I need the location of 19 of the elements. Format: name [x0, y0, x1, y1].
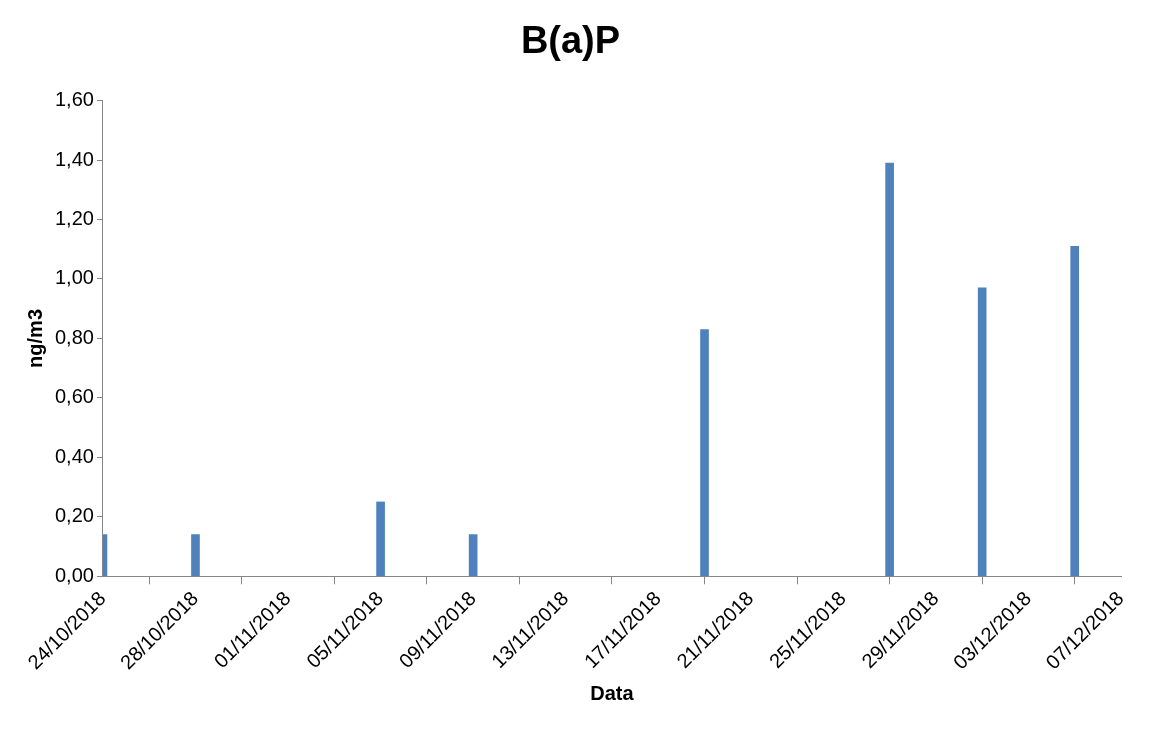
y-tick-label: 1,00	[54, 266, 94, 289]
y-tick-label: 1,60	[54, 88, 94, 111]
bar	[977, 287, 987, 577]
y-tick-label: 0,80	[54, 325, 94, 348]
y-tick-label: 1,20	[54, 207, 94, 230]
y-tick-label: 0,60	[54, 385, 94, 408]
bar	[700, 329, 709, 577]
bar	[191, 534, 200, 577]
x-axis-title: Data	[590, 681, 635, 704]
chart-title: B(a)P	[520, 19, 621, 62]
bar	[468, 534, 478, 577]
y-tick-label: 0,20	[54, 504, 94, 527]
bar	[376, 501, 385, 577]
y-tick-label: 0,00	[54, 563, 94, 586]
y-tick-label: 1,40	[54, 147, 94, 170]
bar	[885, 162, 894, 577]
y-tick-label: 0,40	[54, 444, 94, 467]
y-axis-title: ng/m3	[23, 308, 46, 368]
bar	[1070, 245, 1080, 577]
